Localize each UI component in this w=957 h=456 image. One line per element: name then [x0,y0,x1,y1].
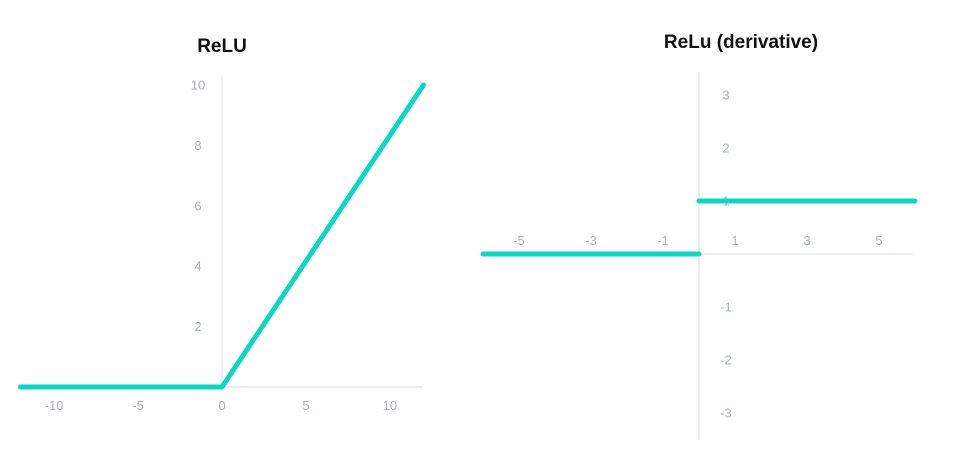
series-line [18,82,426,390]
relu-chart-title: ReLU [197,36,247,57]
x-tick-label: 1 [731,233,738,248]
y-tick-label: 8 [194,138,201,153]
x-tick-label: 0 [218,398,225,413]
x-tick-label: 5 [302,398,309,413]
y-tick-label: 6 [194,198,201,213]
y-tick-label: -3 [720,406,732,421]
y-tick-label: 3 [722,88,729,103]
x-tick-label: -3 [585,233,597,248]
x-tick-label: 10 [383,398,397,413]
y-tick-label: 2 [194,319,201,334]
y-tick-label: -2 [720,353,732,368]
x-tick-label: -1 [657,233,669,248]
x-tick-label: -10 [45,398,64,413]
y-tick-label: 2 [722,141,729,156]
y-tick-label: -1 [720,300,732,315]
x-tick-label: 3 [803,233,810,248]
y-tick-label: 10 [191,78,205,93]
x-tick-label: -5 [132,398,144,413]
x-tick-label: -5 [513,233,525,248]
relu-chart: ReLU -10 -5 0 5 10 2 4 6 8 10 [18,36,426,413]
x-tick-label: 5 [875,233,882,248]
y-tick-label: 4 [194,259,201,274]
relu-derivative-chart-title: ReLu (derivative) [664,32,818,53]
